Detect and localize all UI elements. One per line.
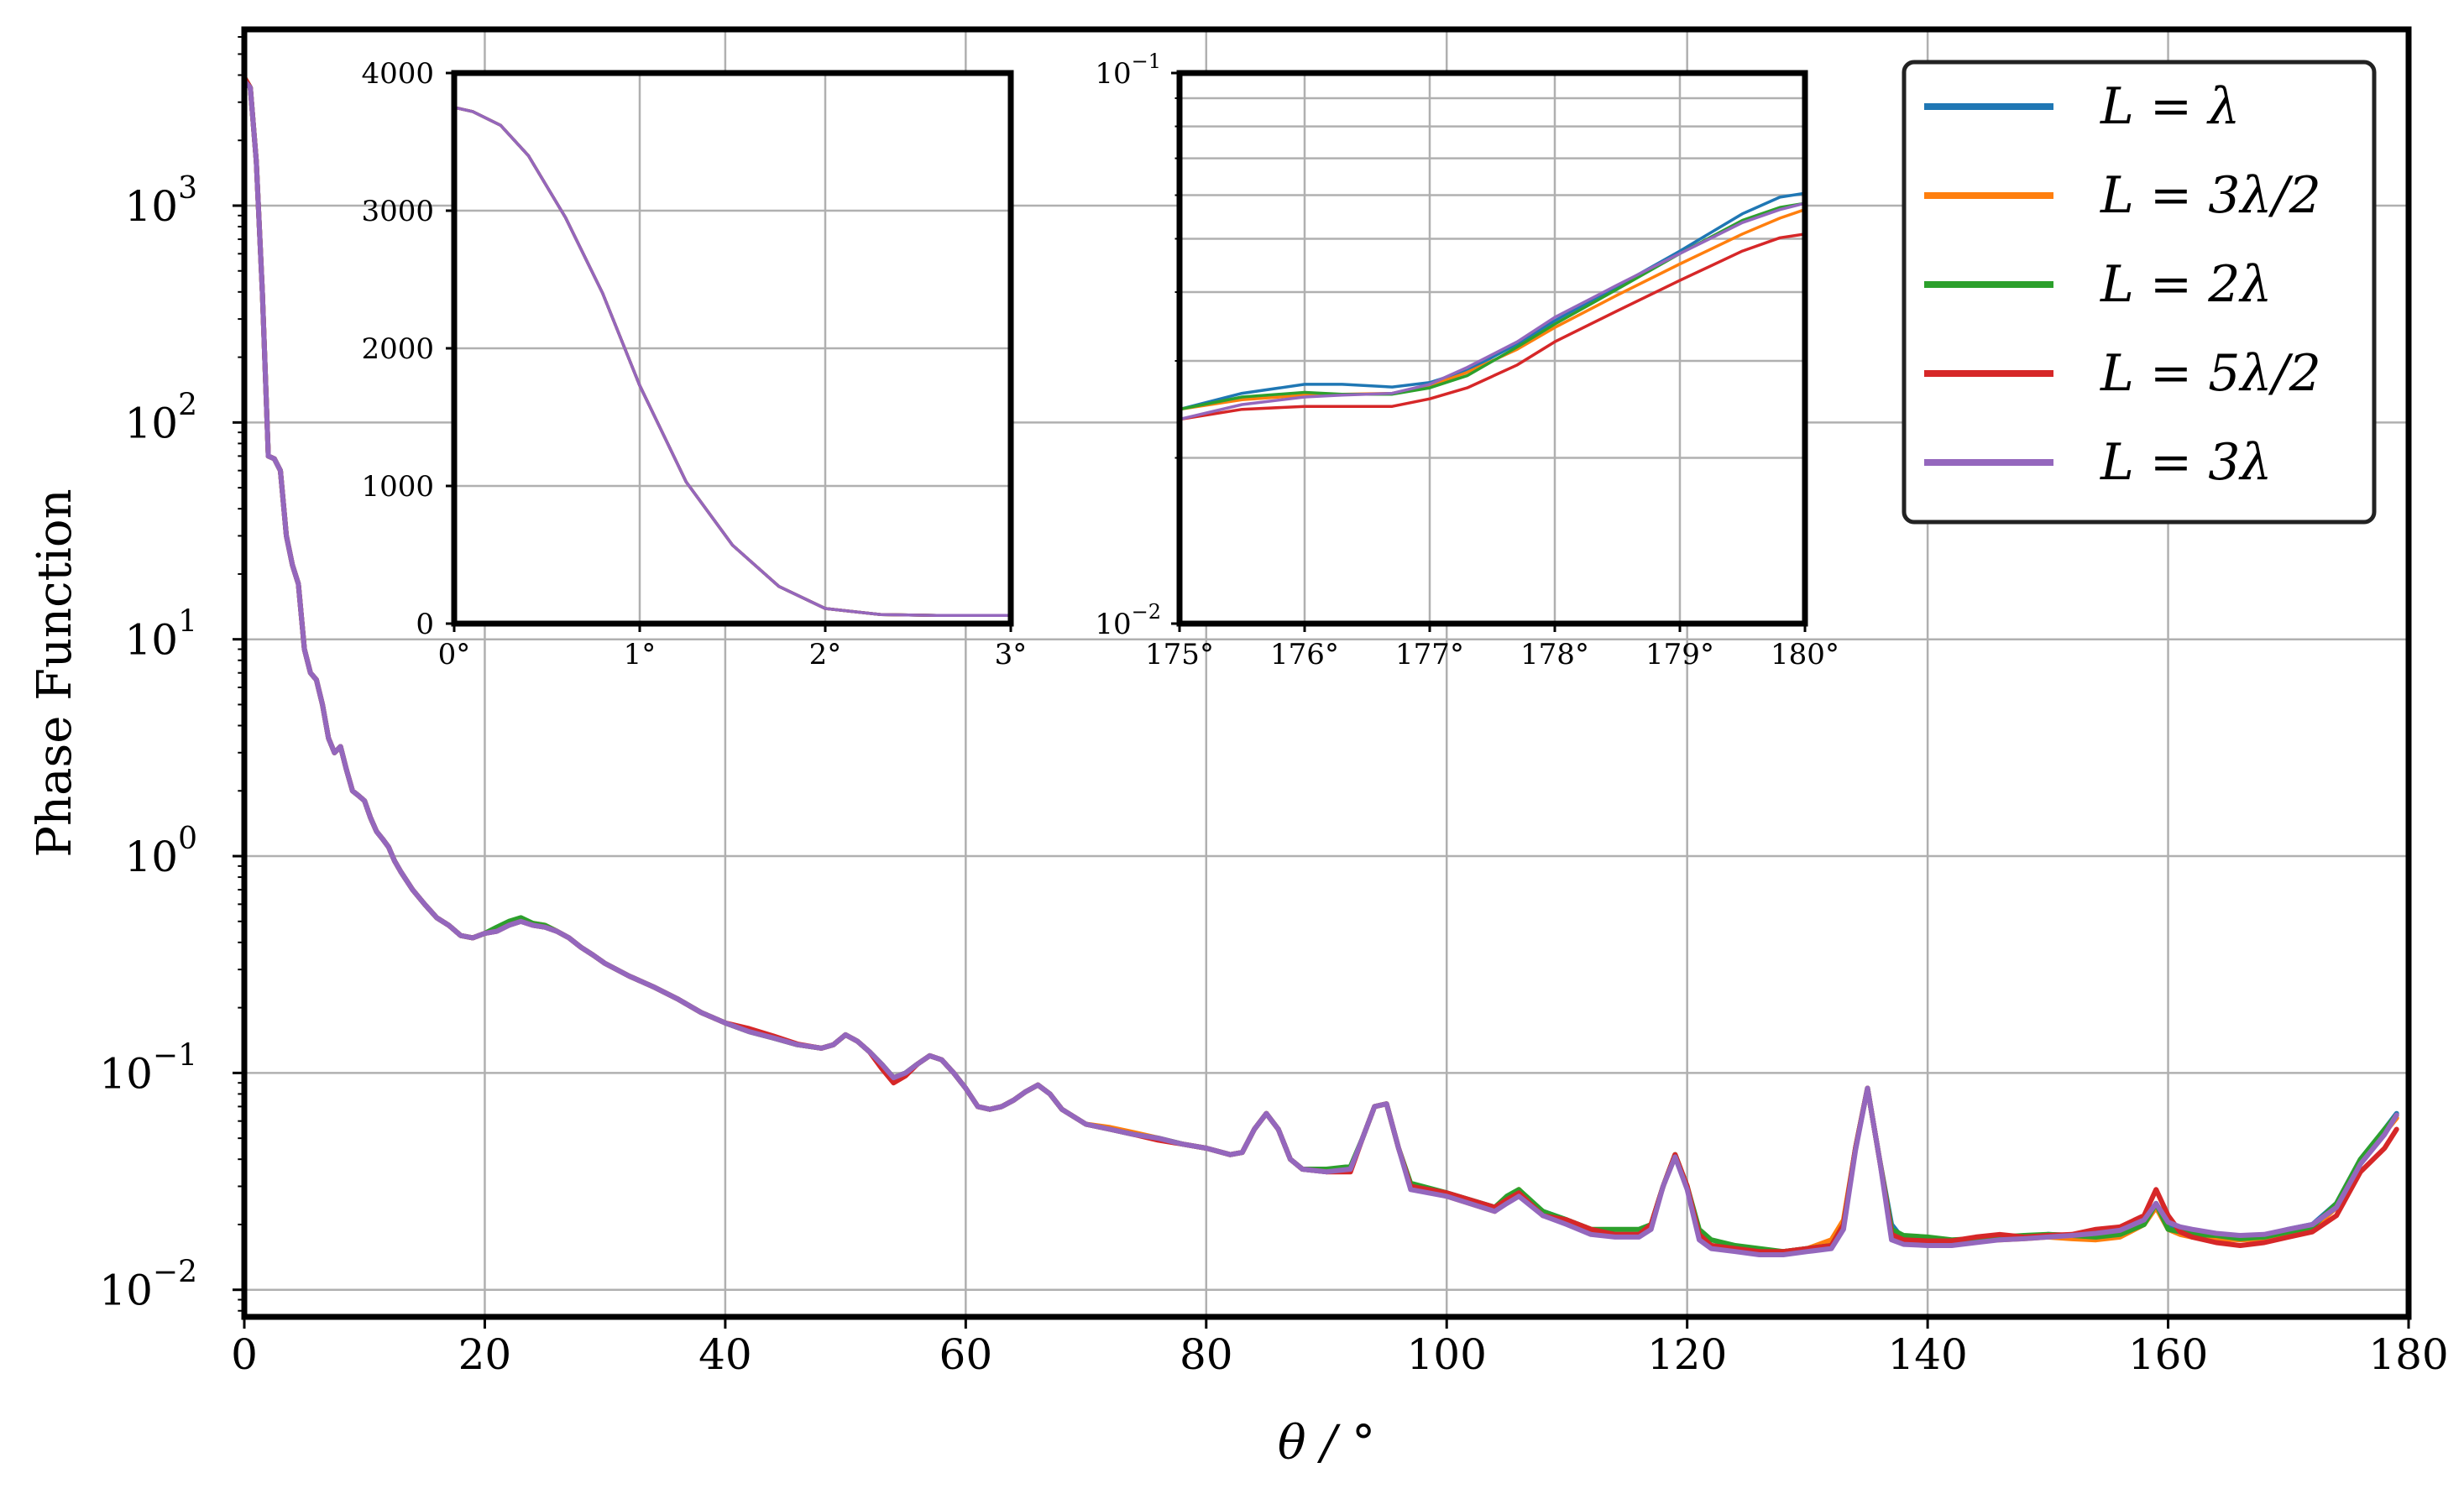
tick-label-exponent: 2 bbox=[178, 388, 197, 422]
y-tick-label: 10−2 bbox=[99, 1256, 197, 1315]
inset-forward-y-tick-labels: 0 1000 2000 3000 4000 bbox=[361, 57, 434, 641]
tick-label-exponent: −2 bbox=[1132, 600, 1161, 624]
y-axis-label: Phase Function bbox=[28, 488, 82, 857]
inset-backward-series-line-l2-5 bbox=[1180, 232, 1805, 421]
inset-backward-scatter: 175° 176° 177° 178° 179° 180° 10−210−1 bbox=[1095, 50, 1839, 671]
tick-label-exponent: −1 bbox=[1132, 50, 1161, 73]
inset-backward-tick-marks bbox=[1171, 71, 1807, 632]
y-tick-label: 3000 bbox=[361, 195, 434, 228]
inset-forward-x-tick-labels: 0° 1° 2° 3° bbox=[438, 638, 1028, 671]
inset-forward-scatter: 0° 1° 2° 3° 0 1000 2000 3000 4000 bbox=[361, 57, 1027, 671]
x-tick-label: 177° bbox=[1395, 638, 1464, 671]
inset-forward-series-lines bbox=[454, 106, 1011, 617]
y-tick-label: 102 bbox=[124, 388, 197, 447]
tick-label-base: 10 bbox=[99, 1267, 153, 1315]
y-tick-label: 100 bbox=[124, 822, 197, 881]
y-tick-label: 2000 bbox=[361, 332, 434, 366]
tick-label-base: 10 bbox=[99, 1049, 153, 1098]
y-tick-label: 10−1 bbox=[1095, 50, 1161, 91]
x-tick-label: 80 bbox=[1180, 1330, 1233, 1379]
legend-label: L = 3λ/2 bbox=[2100, 166, 2321, 225]
x-tick-label: 40 bbox=[698, 1330, 752, 1379]
inset-backward-series-line-l2 bbox=[1180, 201, 1805, 411]
tick-label-base: 10 bbox=[1095, 608, 1131, 641]
x-tick-label: 20 bbox=[458, 1330, 512, 1379]
main-tick-marks bbox=[233, 35, 2410, 1329]
tick-label-exponent: 3 bbox=[178, 171, 197, 206]
legend-box bbox=[1902, 60, 2377, 525]
tick-label-exponent: −2 bbox=[153, 1256, 197, 1290]
main-series-lines bbox=[244, 75, 2399, 1257]
y-tick-label: 103 bbox=[124, 171, 197, 231]
legend-label: L = 5λ/2 bbox=[2100, 344, 2321, 403]
x-tick-label: 180 bbox=[2368, 1330, 2448, 1379]
x-tick-label: 3° bbox=[995, 638, 1028, 671]
x-tick-label: 140 bbox=[1887, 1330, 1967, 1379]
x-tick-label: 0° bbox=[438, 638, 471, 671]
legend-entries: L = λ L = 3λ/2 L = 2λ L = 5λ/2 L = 3λ bbox=[1924, 77, 2321, 492]
tick-label-base: 10 bbox=[124, 833, 178, 881]
x-tick-label: 0 bbox=[231, 1330, 258, 1379]
inset-forward-tick-marks bbox=[446, 71, 1012, 632]
x-tick-label: 60 bbox=[939, 1330, 993, 1379]
main-plot: 0 20 40 60 80 100 120 140 160 180 10−210−11001011… bbox=[28, 26, 2449, 1470]
x-tick-label: 1° bbox=[624, 638, 657, 671]
legend-label: L = λ bbox=[2100, 77, 2240, 136]
inset-forward-series-line-l3 bbox=[454, 106, 1011, 617]
y-tick-label: 0 bbox=[416, 608, 434, 641]
tick-label-exponent: 0 bbox=[178, 822, 197, 856]
legend-label: L = 2λ bbox=[2100, 255, 2272, 314]
tick-label-base: 10 bbox=[124, 182, 178, 231]
main-series-line-l3 bbox=[244, 78, 2399, 1257]
tick-label-exponent: 1 bbox=[178, 605, 197, 640]
x-tick-label: 160 bbox=[2128, 1330, 2208, 1379]
x-tick-label: 175° bbox=[1145, 638, 1214, 671]
tick-label-base: 10 bbox=[124, 616, 178, 665]
x-tick-label: 2° bbox=[809, 638, 842, 671]
tick-label-base: 10 bbox=[124, 399, 178, 447]
x-tick-label: 178° bbox=[1520, 638, 1589, 671]
x-tick-label: 179° bbox=[1645, 638, 1714, 671]
y-tick-label: 1000 bbox=[361, 470, 434, 504]
x-tick-label: 100 bbox=[1407, 1330, 1487, 1379]
legend-label: L = 3λ bbox=[2100, 433, 2272, 492]
y-tick-label: 4000 bbox=[361, 57, 434, 91]
inset-backward-series-lines bbox=[1180, 191, 1805, 421]
y-tick-label: 10−2 bbox=[1095, 600, 1161, 641]
inset-backward-x-tick-labels: 175° 176° 177° 178° 179° 180° bbox=[1145, 638, 1839, 671]
x-tick-label: 120 bbox=[1647, 1330, 1727, 1379]
inset-backward-series-line-l1 bbox=[1180, 191, 1805, 411]
inset-backward-y-tick-labels: 10−210−1 bbox=[1095, 50, 1161, 641]
y-tick-label: 10−1 bbox=[99, 1038, 197, 1098]
tick-label-base: 10 bbox=[1095, 57, 1131, 91]
main-x-tick-labels: 0 20 40 60 80 100 120 140 160 180 bbox=[231, 1330, 2449, 1379]
x-tick-label: 176° bbox=[1270, 638, 1339, 671]
inset-backward-frame bbox=[1176, 70, 1808, 627]
x-tick-label: 180° bbox=[1771, 638, 1839, 671]
inset-backward-background bbox=[1180, 73, 1805, 624]
inset-backward-series-line-l3 bbox=[1180, 201, 1805, 421]
tick-label-exponent: −1 bbox=[153, 1038, 197, 1073]
x-axis-label: θ / ° bbox=[1278, 1416, 1375, 1470]
y-tick-label: 101 bbox=[124, 605, 197, 665]
legend: L = λ L = 3λ/2 L = 2λ L = 5λ/2 L = 3λ bbox=[1902, 60, 2377, 525]
